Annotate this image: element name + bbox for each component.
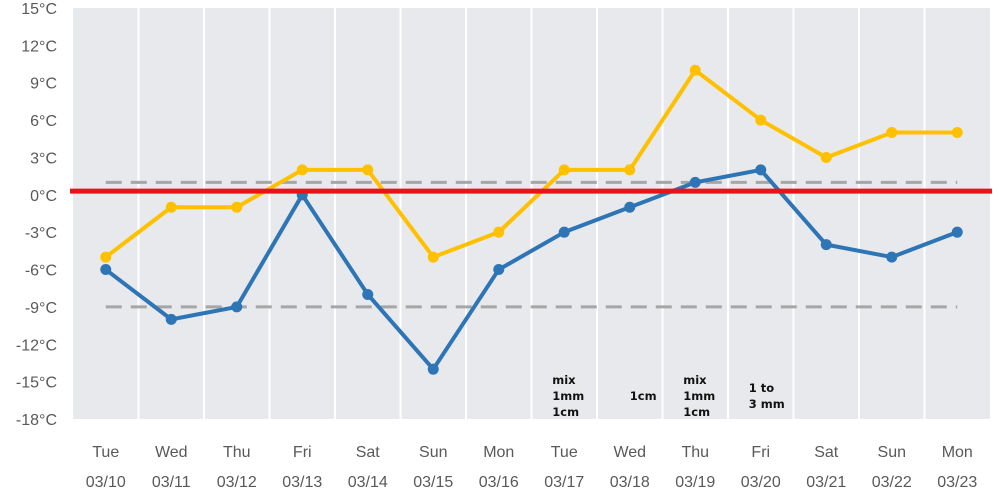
x-tick-label-date: 03/10 — [86, 474, 126, 491]
series-0-point — [886, 127, 898, 139]
y-tick-label: 9°C — [30, 76, 57, 93]
x-tick-label-date: 03/19 — [675, 474, 715, 491]
annotation-text: 1cm — [683, 405, 710, 419]
x-tick-label-day: Wed — [155, 444, 188, 461]
series-1-point — [951, 226, 963, 238]
y-tick-label: -6°C — [25, 263, 57, 280]
y-tick-label: 12°C — [21, 38, 57, 55]
annotation-text: 1 to — [749, 381, 775, 395]
series-0-point — [165, 201, 177, 213]
annotation-text: 1mm — [552, 389, 584, 403]
x-tick-label-date: 03/23 — [937, 474, 977, 491]
series-0-point — [100, 251, 112, 263]
series-1-point — [624, 201, 636, 213]
series-1-point — [362, 288, 374, 300]
x-tick-label-date: 03/21 — [806, 474, 846, 491]
annotation-text: 1cm — [630, 389, 657, 403]
series-1-point — [755, 164, 767, 176]
x-tick-label-day: Wed — [613, 444, 646, 461]
x-tick-label-day: Fri — [293, 444, 312, 461]
annotation-text: mix — [683, 373, 707, 387]
series-line-1 — [104, 167, 958, 372]
series-0-point — [558, 164, 570, 176]
y-tick-label: -12°C — [16, 337, 57, 354]
x-tick-label-day: Sat — [814, 444, 839, 461]
x-tick-label-day: Thu — [223, 444, 251, 461]
series-0-point — [427, 251, 439, 263]
x-tick-label-date: 03/17 — [544, 474, 584, 491]
series-1-point — [886, 251, 898, 263]
series-0-point — [820, 151, 832, 163]
series-1-point — [231, 301, 243, 313]
series-1-point — [689, 176, 701, 188]
series-1-point — [493, 264, 505, 276]
series-1-point — [820, 239, 832, 251]
series-0-point — [624, 164, 636, 176]
x-tick-label-day: Mon — [483, 444, 514, 461]
annotation-text: 3 mm — [749, 397, 785, 411]
x-tick-label-date: 03/18 — [610, 474, 650, 491]
y-tick-label: -9°C — [25, 300, 57, 317]
series-1-point — [165, 313, 177, 325]
x-tick-label-date: 03/12 — [217, 474, 257, 491]
series-0-point — [296, 164, 308, 176]
x-tick-label-date: 03/16 — [479, 474, 519, 491]
x-tick-label-day: Sun — [878, 444, 906, 461]
x-tick-label-date: 03/11 — [152, 474, 191, 491]
x-tick-label-day: Mon — [942, 444, 973, 461]
x-tick-label-date: 03/14 — [348, 474, 388, 491]
series-0-point — [493, 226, 505, 238]
x-tick-label-date: 03/13 — [282, 474, 322, 491]
series-0-point — [951, 127, 963, 139]
series-0-point — [755, 114, 767, 126]
y-tick-label: -18°C — [16, 412, 57, 429]
series-1-point — [100, 264, 112, 276]
series-line-0 — [104, 68, 958, 260]
x-tick-label-day: Sun — [419, 444, 447, 461]
y-tick-label: 3°C — [30, 150, 57, 167]
x-tick-label-day: Sat — [356, 444, 381, 461]
y-tick-label: 0°C — [30, 188, 57, 205]
series-0-point — [689, 64, 701, 76]
series-1-point — [427, 363, 439, 375]
x-tick-label-date: 03/22 — [872, 474, 912, 491]
x-tick-label-day: Fri — [751, 444, 770, 461]
annotation-text: 1cm — [552, 405, 579, 419]
x-tick-label-date: 03/15 — [413, 474, 453, 491]
series-0-point — [231, 201, 243, 213]
x-tick-label-day: Thu — [681, 444, 709, 461]
y-tick-label: -15°C — [16, 375, 57, 392]
x-tick-label-date: 03/20 — [741, 474, 781, 491]
x-tick-label-day: Tue — [92, 444, 119, 461]
x-tick-label-day: Tue — [551, 444, 578, 461]
annotation-text: 1mm — [683, 389, 715, 403]
y-tick-label: 6°C — [30, 113, 57, 130]
annotation-text: mix — [552, 373, 576, 387]
y-tick-label: 15°C — [21, 1, 57, 18]
y-tick-label: -3°C — [25, 225, 57, 242]
series-1-point — [558, 226, 570, 238]
series-0-point — [362, 164, 374, 176]
